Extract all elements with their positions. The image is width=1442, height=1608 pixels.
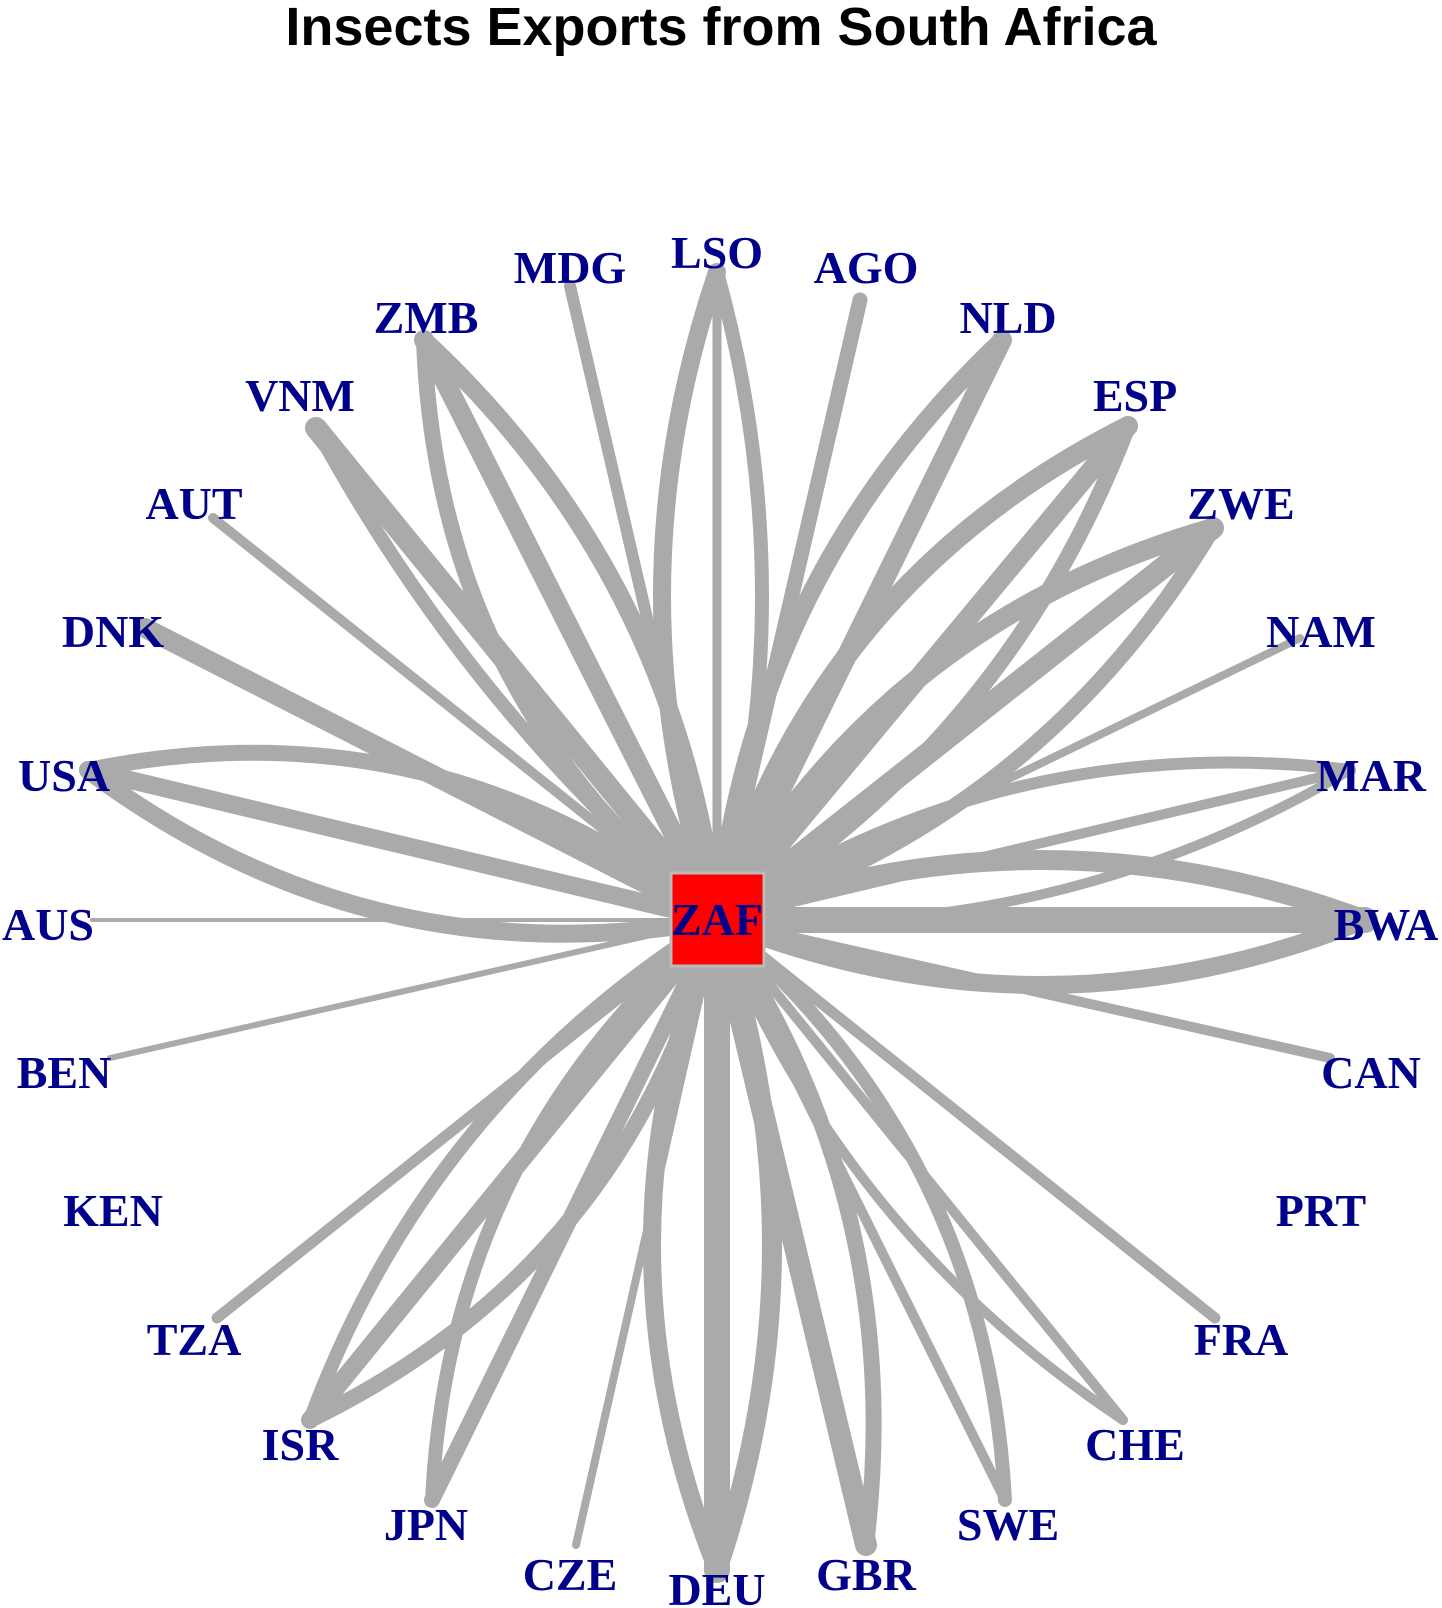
node-label-vnm: VNM bbox=[245, 370, 355, 421]
node-label-jpn: JPN bbox=[384, 1499, 468, 1550]
curved-edge-zmb-3 bbox=[415, 331, 726, 929]
edge-zaf-zmb bbox=[414, 330, 727, 930]
node-label-isr: ISR bbox=[262, 1419, 339, 1470]
curved-edge-swe-18 bbox=[710, 913, 1012, 1507]
node-label-deu: DEU bbox=[668, 1564, 765, 1608]
curved-edge-lso-0 bbox=[653, 263, 726, 929]
node-label-swe: SWE bbox=[957, 1499, 1059, 1550]
curved-edge-esp-5 bbox=[707, 416, 1138, 930]
node-label-nld: NLD bbox=[959, 292, 1056, 343]
edge-zaf-fra bbox=[711, 914, 1221, 1324]
curved-edge-isr-20 bbox=[302, 912, 725, 1428]
chart-title: Insects Exports from South Africa bbox=[285, 0, 1157, 57]
node-label-prt: PRT bbox=[1276, 1185, 1366, 1236]
edge-layer bbox=[79, 263, 1378, 1583]
curved-edge-gbr-17 bbox=[709, 912, 882, 1553]
node-label-can: CAN bbox=[1321, 1047, 1421, 1098]
node-label-ben: BEN bbox=[17, 1047, 112, 1098]
node-label-bwa: BWA bbox=[1334, 899, 1439, 950]
curved-edge-vnm-23 bbox=[309, 421, 724, 927]
node-label-usa: USA bbox=[18, 750, 110, 801]
curved-edge-bwa-11 bbox=[707, 850, 1375, 930]
curved-edge-isr-21 bbox=[303, 913, 724, 1427]
curved-edge-che-22 bbox=[712, 915, 1128, 1425]
curved-edge-zwe-7 bbox=[707, 518, 1223, 930]
node-label-mdg: MDG bbox=[514, 242, 626, 293]
node-label-mar: MAR bbox=[1316, 750, 1427, 801]
node-label-zwe: ZWE bbox=[1187, 478, 1294, 529]
node-label-zmb: ZMB bbox=[374, 292, 479, 343]
edge-zaf-usa bbox=[79, 761, 726, 929]
node-label-che: CHE bbox=[1085, 1419, 1185, 1470]
node-label-cze: CZE bbox=[523, 1549, 618, 1600]
label-layer: LSO AGO NLD ESP ZWE NAM MAR BWA CAN PRT FRA CHE SWE G… bbox=[2, 227, 1438, 1608]
curved-edge-bwa-12 bbox=[708, 911, 1374, 994]
curved-edge-jpn-19 bbox=[425, 913, 724, 1507]
node-label-fra: FRA bbox=[1194, 1314, 1289, 1365]
curved-edge-usa-13 bbox=[79, 761, 726, 943]
node-label-ago: AGO bbox=[814, 242, 919, 293]
edge-zaf-ben bbox=[107, 917, 720, 1061]
curved-edge-mar-9 bbox=[711, 756, 1356, 926]
center-node-zaf bbox=[669, 871, 766, 968]
node-label-nam: NAM bbox=[1266, 606, 1376, 657]
node-label-ken: KEN bbox=[63, 1185, 163, 1236]
node-label-dnk: DNK bbox=[62, 606, 164, 657]
curved-edge-deu-15 bbox=[707, 910, 782, 1580]
curved-edge-mar-10 bbox=[712, 765, 1355, 928]
curved-edge-usa-14 bbox=[80, 744, 725, 928]
node-label-gbr: GBR bbox=[816, 1549, 916, 1600]
node-label-tza: TZA bbox=[147, 1314, 242, 1365]
center-node-label: ZAF bbox=[671, 894, 763, 945]
node-label-aus: AUS bbox=[2, 899, 94, 950]
node-label-aut: AUT bbox=[145, 478, 242, 529]
node-label-esp: ESP bbox=[1093, 370, 1177, 421]
edge-zaf-nam bbox=[713, 634, 1304, 924]
curved-edge-nld-4 bbox=[708, 331, 1011, 929]
node-label-lso: LSO bbox=[671, 227, 763, 278]
